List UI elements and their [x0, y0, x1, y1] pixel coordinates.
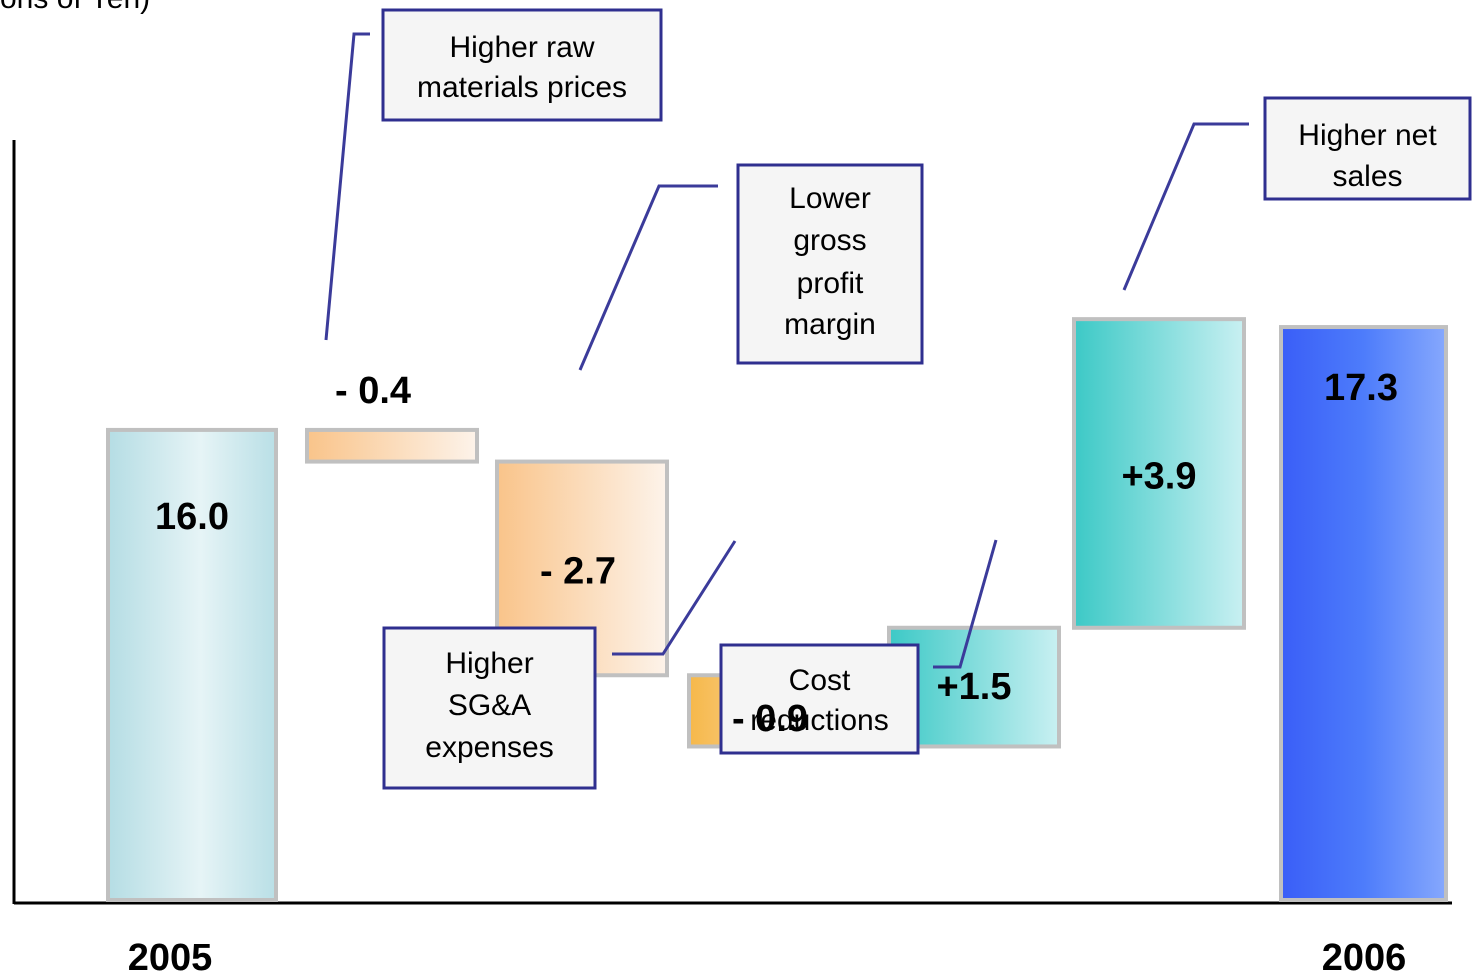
callout-box-5: [1263, 96, 1472, 201]
callout-text-2: Lower gross profit margin: [784, 182, 876, 341]
unit-label: ons of Yen): [0, 0, 150, 16]
callout-text-5: Higher net sales: [1298, 119, 1437, 193]
total-bar-2005: [106, 427, 278, 902]
x-tick-label-2006: 2006: [1322, 937, 1407, 976]
delta-bar-5: [1072, 317, 1246, 630]
callout-leader-4: [933, 539, 998, 669]
callout-leader-5: [1122, 122, 1249, 291]
callout-text-4: Cost reductions: [750, 664, 888, 737]
x-tick-label-2005: 2005: [128, 937, 213, 976]
callout-leader-2: [578, 184, 718, 371]
value-label-2: - 2.7: [540, 550, 616, 592]
total-bar-2006: [1279, 325, 1448, 902]
value-label-6: 17.3: [1324, 367, 1398, 409]
callout-box-4: [719, 643, 920, 755]
value-label-4: +1.5: [936, 666, 1011, 708]
value-label-0: 16.0: [155, 496, 229, 538]
callout-text-3: Higher SG&A expenses: [425, 647, 553, 764]
callout-leader-1: [324, 32, 370, 341]
value-label-3: - 0.9: [732, 698, 808, 740]
callout-box-2: [736, 163, 924, 365]
value-label-1: - 0.4: [335, 370, 411, 412]
delta-bar-1: [305, 427, 479, 464]
callout-text-1: Higher raw materials prices: [417, 31, 627, 104]
value-label-5: +3.9: [1121, 455, 1196, 497]
callout-box-1: [381, 8, 663, 122]
callout-box-3: [382, 626, 597, 790]
callout-leader-3: [612, 540, 737, 656]
